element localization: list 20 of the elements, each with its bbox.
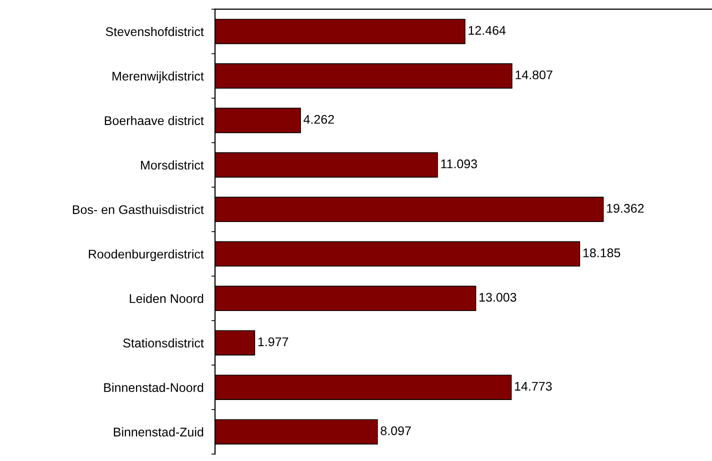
y-tick-label: Stationsdistrict xyxy=(123,338,204,348)
data-label: 4.262 xyxy=(304,114,334,124)
y-tick-label: Stevenshofdistrict xyxy=(106,26,204,36)
data-label: 18.185 xyxy=(583,248,620,258)
data-label: 1.977 xyxy=(258,337,288,346)
y-tick-label: Roodenburgerdistrict xyxy=(88,249,204,262)
y-tick-label: Binnenstad-Noord xyxy=(104,382,204,392)
data-label: 19.362 xyxy=(607,204,644,213)
y-tick-label: Bos- en Gasthuisdistrict xyxy=(72,204,204,214)
y-tick-label: Morsdistrict xyxy=(141,160,204,170)
y-tick-label: Leiden Noord xyxy=(130,294,204,304)
data-label: 8.097 xyxy=(380,426,411,436)
y-tick-label: Binnenstad-Zuid xyxy=(114,427,204,436)
data-label: 14.807 xyxy=(516,70,552,80)
data-label: 14.773 xyxy=(514,382,552,391)
y-tick-label: Merenwijkdistrict xyxy=(112,71,204,84)
y-tick-label: Boerhaave district xyxy=(104,116,204,126)
data-label: 11.093 xyxy=(441,159,478,168)
data-label: 13.003 xyxy=(480,292,516,302)
data-label: 12.464 xyxy=(468,26,506,35)
